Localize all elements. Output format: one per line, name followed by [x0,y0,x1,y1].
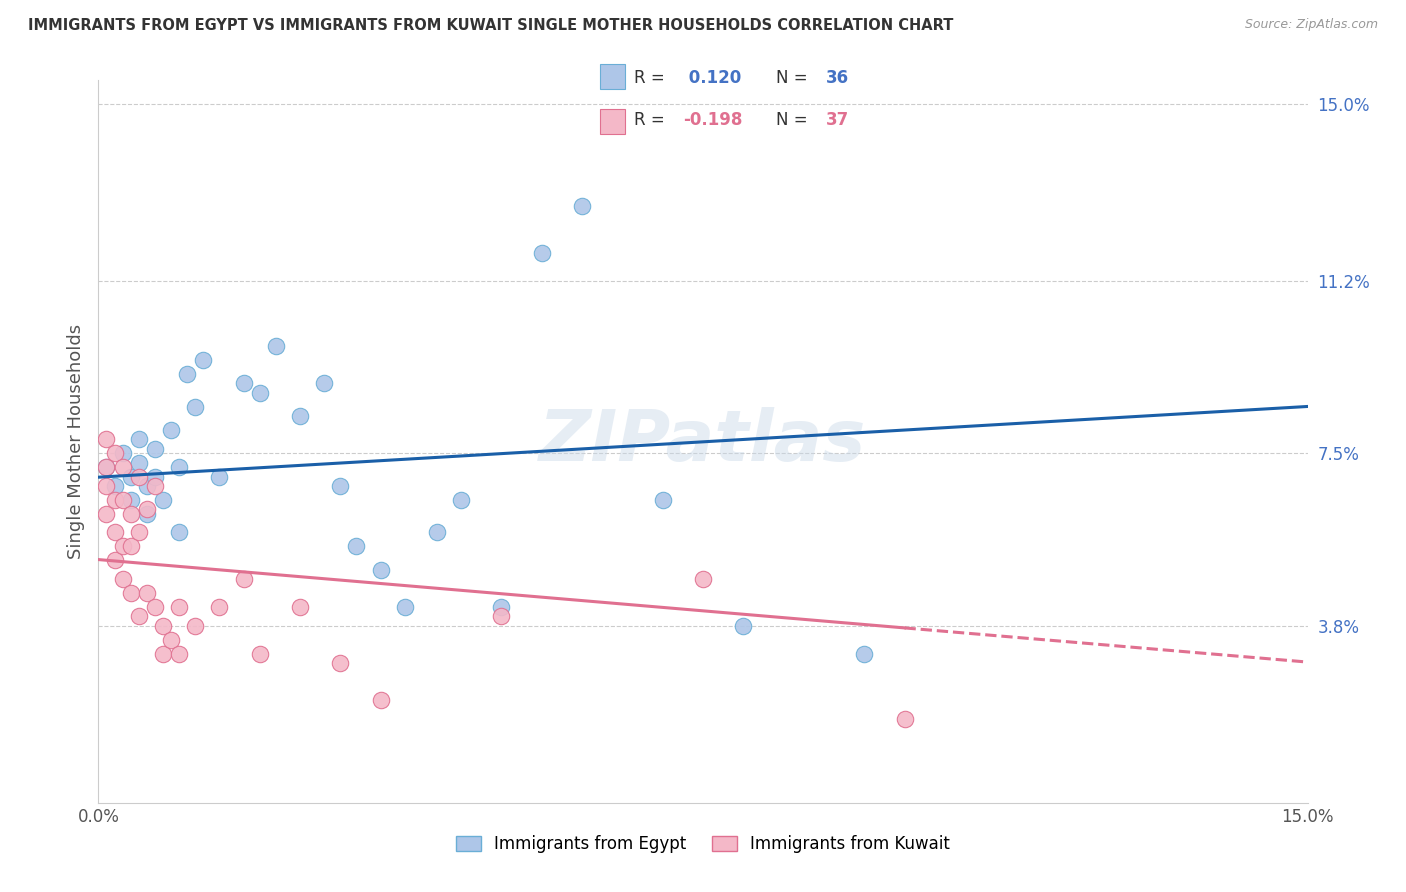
Point [143,469,166,483]
Point [249,647,271,661]
Point [152,492,174,507]
Text: R =: R = [634,69,669,87]
Point [426,525,449,540]
Point [184,400,207,414]
Point [232,376,254,391]
Point [733,618,755,632]
Point [96,479,118,493]
Text: N =: N = [776,69,813,87]
Point [143,479,166,493]
Point [103,479,125,493]
Point [135,586,157,600]
Point [344,540,367,554]
Point [184,618,207,632]
Point [128,469,150,483]
Point [103,446,125,460]
Point [111,572,134,586]
Point [135,507,157,521]
Text: IMMIGRANTS FROM EGYPT VS IMMIGRANTS FROM KUWAIT SINGLE MOTHER HOUSEHOLDS CORRELA: IMMIGRANTS FROM EGYPT VS IMMIGRANTS FROM… [28,18,953,33]
Point [314,376,336,391]
Point [135,502,157,516]
Y-axis label: Single Mother Households: Single Mother Households [66,324,84,559]
Point [167,460,190,475]
Point [128,525,150,540]
Point [167,600,190,615]
Point [193,353,215,368]
Legend: Immigrants from Egypt, Immigrants from Kuwait: Immigrants from Egypt, Immigrants from K… [450,828,956,860]
Point [96,460,118,475]
Point [329,656,352,670]
Point [111,492,134,507]
Point [692,572,714,586]
Point [329,479,352,493]
Point [160,632,183,647]
Point [96,460,118,475]
Point [103,525,125,540]
Point [288,600,311,615]
Point [893,712,915,726]
Point [491,609,513,624]
Text: 37: 37 [825,112,849,129]
Point [450,492,472,507]
Point [370,693,392,707]
Point [530,245,553,260]
Text: 36: 36 [825,69,849,87]
Point [160,423,183,437]
Point [111,460,134,475]
Text: Source: ZipAtlas.com: Source: ZipAtlas.com [1244,18,1378,31]
Point [176,367,198,381]
Point [249,385,271,400]
Point [128,432,150,446]
Point [651,492,673,507]
Point [111,446,134,460]
Point [120,540,142,554]
Point [111,540,134,554]
Point [370,563,392,577]
Point [152,647,174,661]
Point [394,600,416,615]
Point [853,647,876,661]
Point [135,479,157,493]
Point [571,199,593,213]
Text: 0.120: 0.120 [683,69,741,87]
FancyBboxPatch shape [600,109,624,134]
Text: R =: R = [634,112,669,129]
FancyBboxPatch shape [600,64,624,89]
Point [120,492,142,507]
Point [288,409,311,423]
Point [103,492,125,507]
Point [143,442,166,456]
Point [491,600,513,615]
Point [96,432,118,446]
Point [264,339,287,353]
Point [96,507,118,521]
Point [208,469,231,483]
Text: ZIPatlas: ZIPatlas [540,407,866,476]
Point [167,647,190,661]
Point [208,600,231,615]
Point [103,553,125,567]
Point [167,525,190,540]
Text: -0.198: -0.198 [683,112,742,129]
Point [120,586,142,600]
Point [152,618,174,632]
Point [143,600,166,615]
Point [120,507,142,521]
Point [120,469,142,483]
Point [232,572,254,586]
Point [128,456,150,470]
Point [128,609,150,624]
Text: N =: N = [776,112,813,129]
